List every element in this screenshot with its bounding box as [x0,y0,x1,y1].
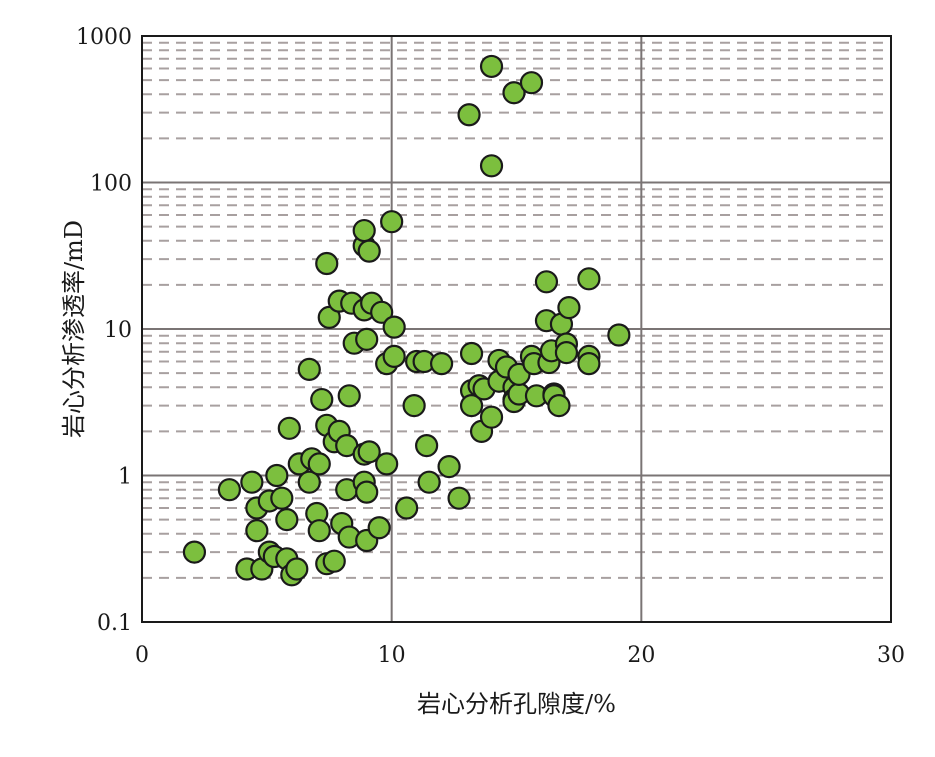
data-point [534,270,559,294]
data-point [245,519,269,543]
data-point [382,344,406,369]
data-point [554,341,579,365]
x-tick-label: 0 [135,643,149,668]
data-point [479,405,504,429]
y-axis-title: 岩心分析渗透率/mD [60,220,88,438]
data-point [577,352,601,376]
data-point [557,295,581,320]
x-tick-label: 20 [627,643,655,668]
data-point [270,486,294,510]
minor-gridlines [142,41,891,579]
data-point [402,394,426,418]
data-point [382,315,406,339]
data-point [430,352,454,376]
data-point [577,267,601,291]
data-point [459,341,484,366]
data-point [437,455,461,479]
data-point [547,394,571,418]
plot-frame [141,35,892,623]
data-point [479,154,504,178]
data-point [355,480,379,504]
data-point [315,251,339,276]
data-point [297,357,321,381]
data-point [337,384,361,408]
x-tick-label: 30 [877,643,905,668]
data-point [265,463,289,488]
data-point [357,239,381,263]
data-point [182,540,207,564]
data-point [285,557,309,581]
y-tick-label: 0.1 [97,611,132,636]
data-point [395,496,419,520]
data-point [380,210,404,234]
data-point [277,416,301,440]
data-point [607,323,631,347]
data-point [519,71,544,95]
y-tick-label: 1000 [76,25,132,50]
x-axis-ticks: 0 10 20 30 [135,643,905,668]
data-point [310,387,334,412]
data-point [370,300,394,324]
data-point [357,440,381,464]
data-point [307,452,331,476]
y-tick-label: 100 [90,172,132,197]
y-tick-label: 10 [104,318,132,343]
x-axis-title: 岩心分析孔隙度/% [417,690,616,718]
data-point [297,470,321,494]
data-point [457,103,481,127]
data-point [447,486,471,510]
data-point [367,516,391,540]
data-point [502,81,526,105]
data-point [352,218,376,243]
data-point [307,519,331,543]
data-point [240,470,264,494]
data-point [415,433,439,458]
data-point [217,478,241,502]
data-point [479,54,504,79]
data-point [375,452,399,476]
data-point [417,470,441,494]
data-point [459,394,484,418]
data-point [355,327,379,351]
x-tick-label: 10 [378,643,406,668]
y-tick-label: 1 [118,465,132,490]
y-axis-ticks: 0.1 1 10 100 1000 [76,25,132,636]
data-point [275,508,299,532]
data-points [182,54,631,587]
data-point [322,549,346,573]
